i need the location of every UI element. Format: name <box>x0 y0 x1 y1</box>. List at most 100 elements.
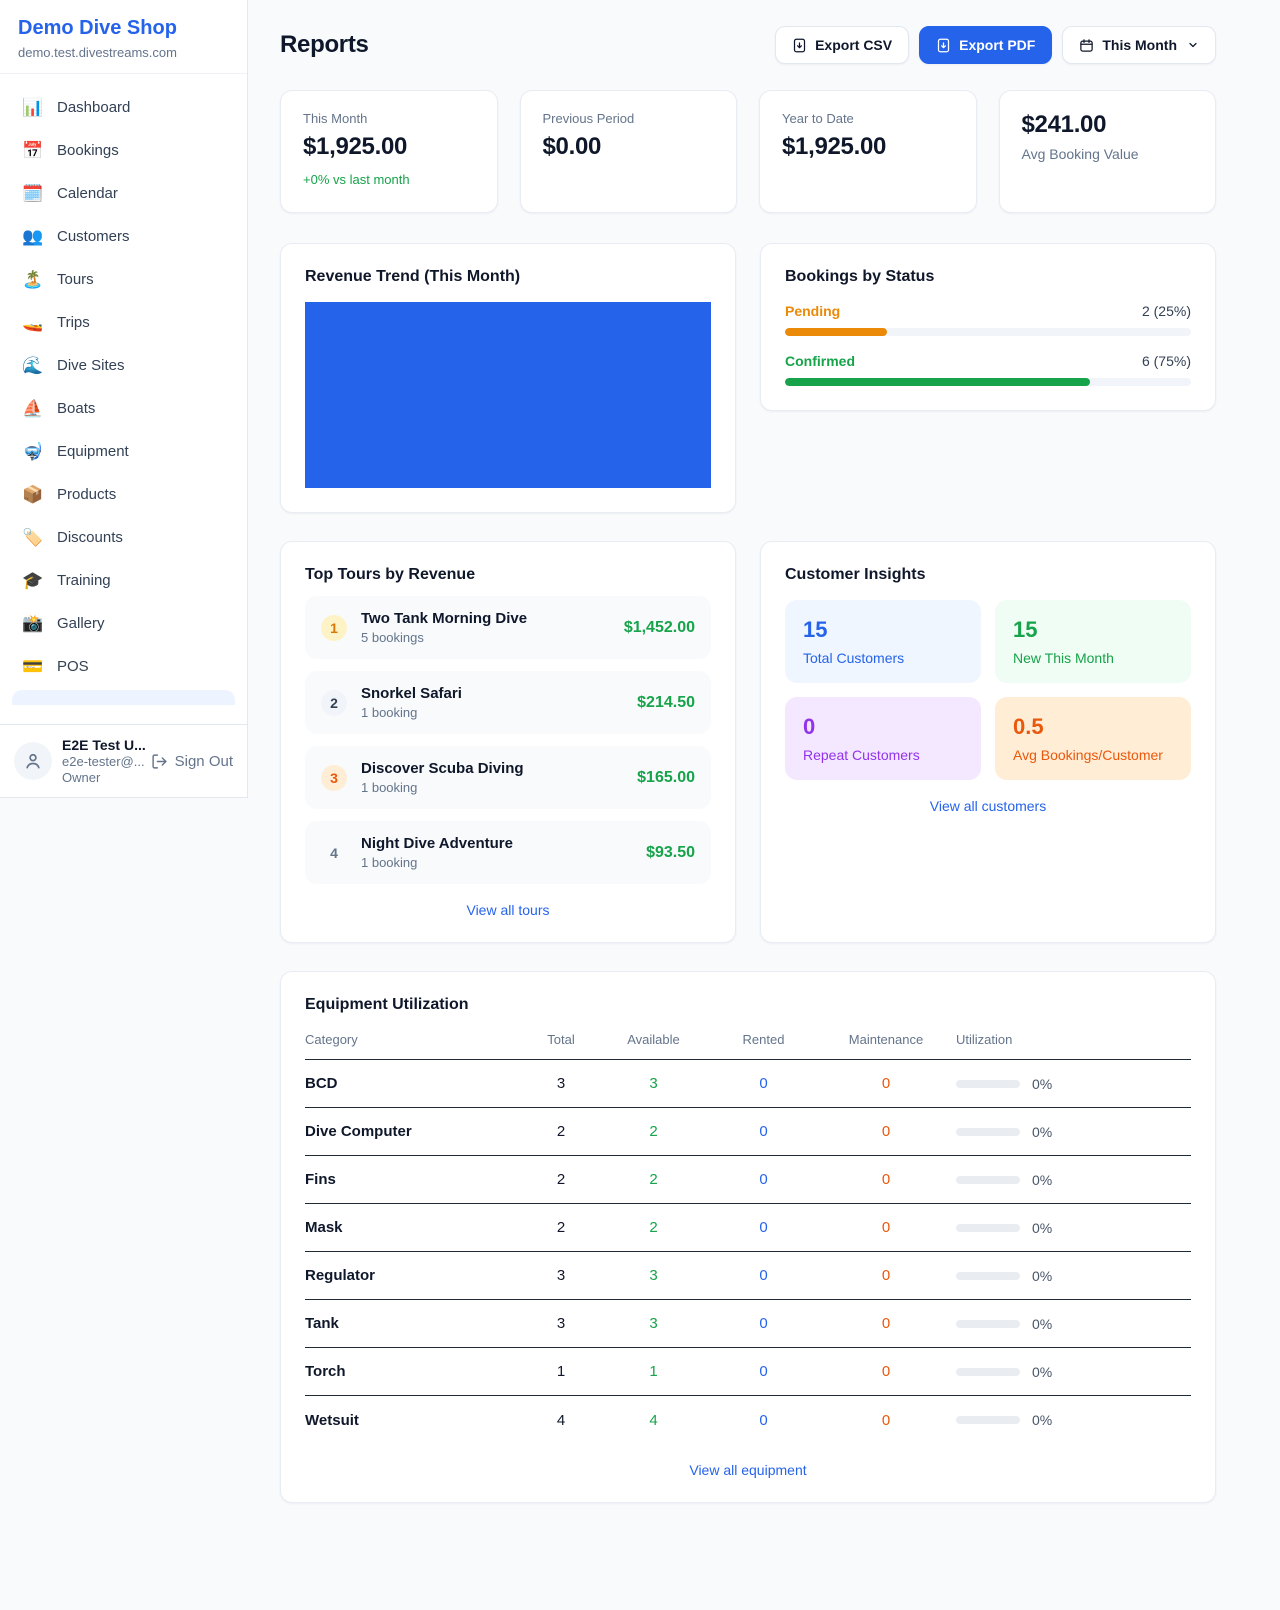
table-row: BCD 3 3 0 0 0% <box>305 1060 1191 1108</box>
revenue-trend-panel: Revenue Trend (This Month) <box>280 243 736 513</box>
sidebar-item-label: Trips <box>57 314 90 331</box>
utilization-bar-track <box>956 1367 1020 1376</box>
tour-revenue: $1,452.00 <box>623 618 695 636</box>
logout-icon <box>152 753 167 769</box>
sidebar-item-label: Customers <box>57 228 130 245</box>
cell-total: 3 <box>556 1315 566 1332</box>
view-all-customers-link[interactable]: View all customers <box>929 798 1047 814</box>
cell-available: 3 <box>649 1267 658 1284</box>
sidebar-item-pos[interactable]: 💳 POS <box>10 645 237 688</box>
sidebar-item-reports-partial[interactable] <box>12 690 235 705</box>
utilization-label: 0% <box>1032 1363 1053 1380</box>
cell-rented: 0 <box>759 1363 768 1380</box>
view-all-equipment-link[interactable]: View all equipment <box>689 1462 807 1478</box>
cell-category: Dive Computer <box>305 1123 412 1140</box>
tour-row: 4 Night Dive Adventure 1 booking $93.50 <box>305 821 711 884</box>
sidebar-item-discounts[interactable]: 🏷️ Discounts <box>10 516 237 559</box>
cell-total: 3 <box>556 1075 566 1092</box>
col-rented: Rented <box>742 1032 785 1047</box>
cell-maintenance: 0 <box>881 1267 891 1284</box>
sidebar-item-label: Dive Sites <box>57 357 125 374</box>
cell-utilization: 0% <box>956 1076 1191 1092</box>
customers-icon: 👥 <box>22 227 44 246</box>
user-email: e2e-tester@... <box>62 754 145 769</box>
stat-card-avg-booking-value: $241.00 Avg Booking Value <box>998 90 1216 213</box>
table-row: Tank 3 3 0 0 0% <box>305 1300 1191 1348</box>
stat-value: $241.00 <box>1021 111 1107 138</box>
cell-available: 2 <box>649 1171 658 1188</box>
col-total: Total <box>547 1032 575 1047</box>
status-row-confirmed: Confirmed 6 (75%) <box>785 353 1191 386</box>
sidebar-item-products[interactable]: 📦 Products <box>10 473 237 516</box>
export-pdf-button[interactable]: Export PDF <box>919 26 1053 64</box>
period-dropdown[interactable]: This Month <box>1062 26 1216 64</box>
avatar <box>14 742 52 780</box>
view-all-tours-link[interactable]: View all tours <box>466 902 550 918</box>
header-actions: Export CSV Export PDF This Month <box>775 26 1216 64</box>
cell-rented: 0 <box>759 1411 768 1429</box>
period-label: This Month <box>1102 37 1177 53</box>
status-bar-fill-pending <box>785 328 887 336</box>
chevron-down-icon <box>1189 42 1197 48</box>
sidebar-item-gallery[interactable]: 📸 Gallery <box>10 602 237 645</box>
customer-insights-panel: Customer Insights 15 Total Customers 15 … <box>760 541 1216 943</box>
status-label: Confirmed <box>785 353 855 369</box>
equipment-utilization-panel: Equipment Utilization Category Total Ava… <box>280 971 1216 1503</box>
col-utilization: Utilization <box>956 1032 1013 1047</box>
utilization-label: 0% <box>1032 1171 1053 1188</box>
sidebar-item-boats[interactable]: ⛵ Boats <box>10 387 237 430</box>
sign-out-label: Sign Out <box>174 752 233 770</box>
cell-category: Wetsuit <box>305 1411 359 1429</box>
page-title: Reports <box>280 31 369 58</box>
status-value: 2 (25%) <box>1141 303 1191 319</box>
stat-card-previous-period: Previous Period $0.00 <box>519 90 737 213</box>
tile-value: 15 <box>803 617 828 642</box>
sidebar-item-calendar[interactable]: 🗓️ Calendar <box>10 172 237 215</box>
tile-value: 15 <box>1013 617 1038 642</box>
sign-out-button[interactable]: Sign Out <box>151 753 233 770</box>
cell-category: Regulator <box>305 1267 376 1284</box>
cell-utilization: 0% <box>956 1412 1191 1428</box>
sidebar-item-label: Discounts <box>57 529 123 546</box>
sidebar-item-equipment[interactable]: 🤿 Equipment <box>10 430 237 473</box>
graduation-cap-icon: 🎓 <box>22 571 44 590</box>
user-panel: E2E Test U... e2e-tester@... Owner Sign … <box>0 724 247 797</box>
sidebar-item-bookings[interactable]: 📅 Bookings <box>10 129 237 172</box>
stat-label: This Month <box>303 111 368 126</box>
cell-maintenance: 0 <box>881 1219 891 1236</box>
cell-available: 3 <box>649 1315 658 1332</box>
cell-category: Mask <box>305 1219 343 1236</box>
cell-available: 4 <box>649 1411 658 1429</box>
cell-utilization: 0% <box>956 1124 1191 1140</box>
status-bar-fill-confirmed <box>785 378 1090 386</box>
rank-badge: 1 <box>321 614 347 641</box>
sidebar-item-customers[interactable]: 👥 Customers <box>10 215 237 258</box>
table-row: Wetsuit 4 4 0 0 0% <box>305 1396 1191 1444</box>
sidebar-item-tours[interactable]: 🏝️ Tours <box>10 258 237 301</box>
cell-utilization: 0% <box>956 1364 1191 1380</box>
sailboat-icon: ⛵ <box>22 399 44 418</box>
brand-name: Demo Dive Shop <box>18 17 177 39</box>
utilization-bar-track <box>956 1127 1020 1136</box>
export-csv-button[interactable]: Export CSV <box>775 26 910 64</box>
cell-utilization: 0% <box>956 1220 1191 1236</box>
utilization-label: 0% <box>1032 1267 1053 1284</box>
dashboard-icon: 📊 <box>22 98 44 117</box>
sidebar-item-training[interactable]: 🎓 Training <box>10 559 237 602</box>
panel-title: Revenue Trend (This Month) <box>305 268 521 285</box>
cell-category: Fins <box>305 1171 336 1188</box>
tour-name: Night Dive Adventure <box>361 835 513 852</box>
status-bar-track <box>785 378 1191 386</box>
stat-label: Previous Period <box>542 111 635 126</box>
cell-maintenance: 0 <box>881 1123 891 1140</box>
utilization-bar-track <box>956 1223 1020 1232</box>
sidebar-item-dashboard[interactable]: 📊 Dashboard <box>10 86 237 129</box>
tour-revenue: $214.50 <box>637 693 695 711</box>
status-bar-track <box>785 328 1191 336</box>
sidebar-item-dive-sites[interactable]: 🌊 Dive Sites <box>10 344 237 387</box>
cell-maintenance: 0 <box>881 1411 891 1429</box>
sidebar-item-trips[interactable]: 🚤 Trips <box>10 301 237 344</box>
status-value: 6 (75%) <box>1141 353 1191 369</box>
file-download-icon <box>937 38 950 52</box>
export-csv-label: Export CSV <box>815 37 893 53</box>
